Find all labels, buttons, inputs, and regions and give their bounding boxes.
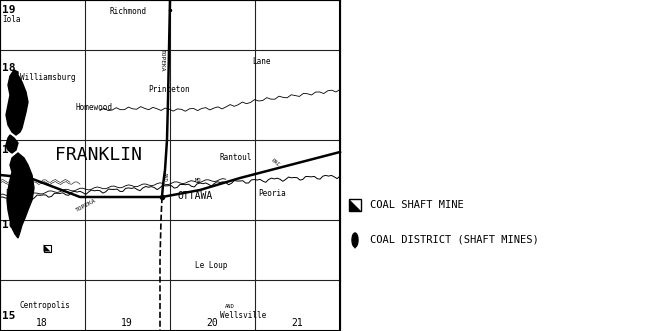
Bar [0, 0, 340, 331]
Text: TOPEKA: TOPEKA [160, 49, 165, 71]
Text: AND: AND [162, 172, 167, 182]
Text: 17: 17 [2, 145, 16, 155]
Text: FRANKLIN: FRANKLIN [55, 146, 142, 164]
Text: Princeton: Princeton [148, 84, 190, 93]
Text: 20: 20 [206, 318, 218, 328]
Ellipse shape [352, 233, 358, 247]
Text: 19: 19 [121, 318, 133, 328]
Text: Iola: Iola [2, 16, 21, 24]
Polygon shape [7, 153, 34, 238]
Text: 18: 18 [2, 63, 16, 73]
Text: COAL DISTRICT (SHAFT MINES): COAL DISTRICT (SHAFT MINES) [370, 235, 539, 245]
Text: Centropolis: Centropolis [20, 302, 71, 310]
Text: Rantoul: Rantoul [220, 154, 252, 163]
Bar [349, 199, 361, 211]
Bar [340, 0, 650, 331]
Text: Homewood: Homewood [75, 104, 112, 113]
Bar [0, 0, 340, 331]
Bar [44, 245, 51, 252]
Text: AND: AND [225, 305, 235, 309]
Text: COAL SHAFT MINE: COAL SHAFT MINE [370, 200, 463, 210]
Polygon shape [353, 245, 357, 249]
Text: OTTAWA: OTTAWA [178, 191, 213, 201]
Text: PAC: PAC [270, 158, 281, 168]
Text: Wellsville: Wellsville [220, 311, 266, 320]
Text: Richmond: Richmond [110, 8, 147, 17]
Polygon shape [6, 135, 18, 153]
Text: Pomona: Pomona [5, 188, 32, 198]
Text: TOPEKA: TOPEKA [75, 198, 98, 213]
Text: 19: 19 [2, 5, 16, 15]
Text: 18: 18 [36, 318, 48, 328]
Text: 16: 16 [2, 220, 16, 230]
Text: Williamsburg: Williamsburg [20, 72, 75, 81]
Text: 21: 21 [291, 318, 303, 328]
Polygon shape [44, 245, 51, 252]
Polygon shape [6, 70, 28, 135]
Text: 15: 15 [2, 311, 16, 321]
Polygon shape [349, 199, 361, 211]
Text: Lane: Lane [252, 58, 270, 67]
Text: Peoria: Peoria [258, 190, 286, 199]
Text: Le Loup: Le Loup [195, 260, 228, 269]
Text: MO: MO [195, 178, 202, 183]
